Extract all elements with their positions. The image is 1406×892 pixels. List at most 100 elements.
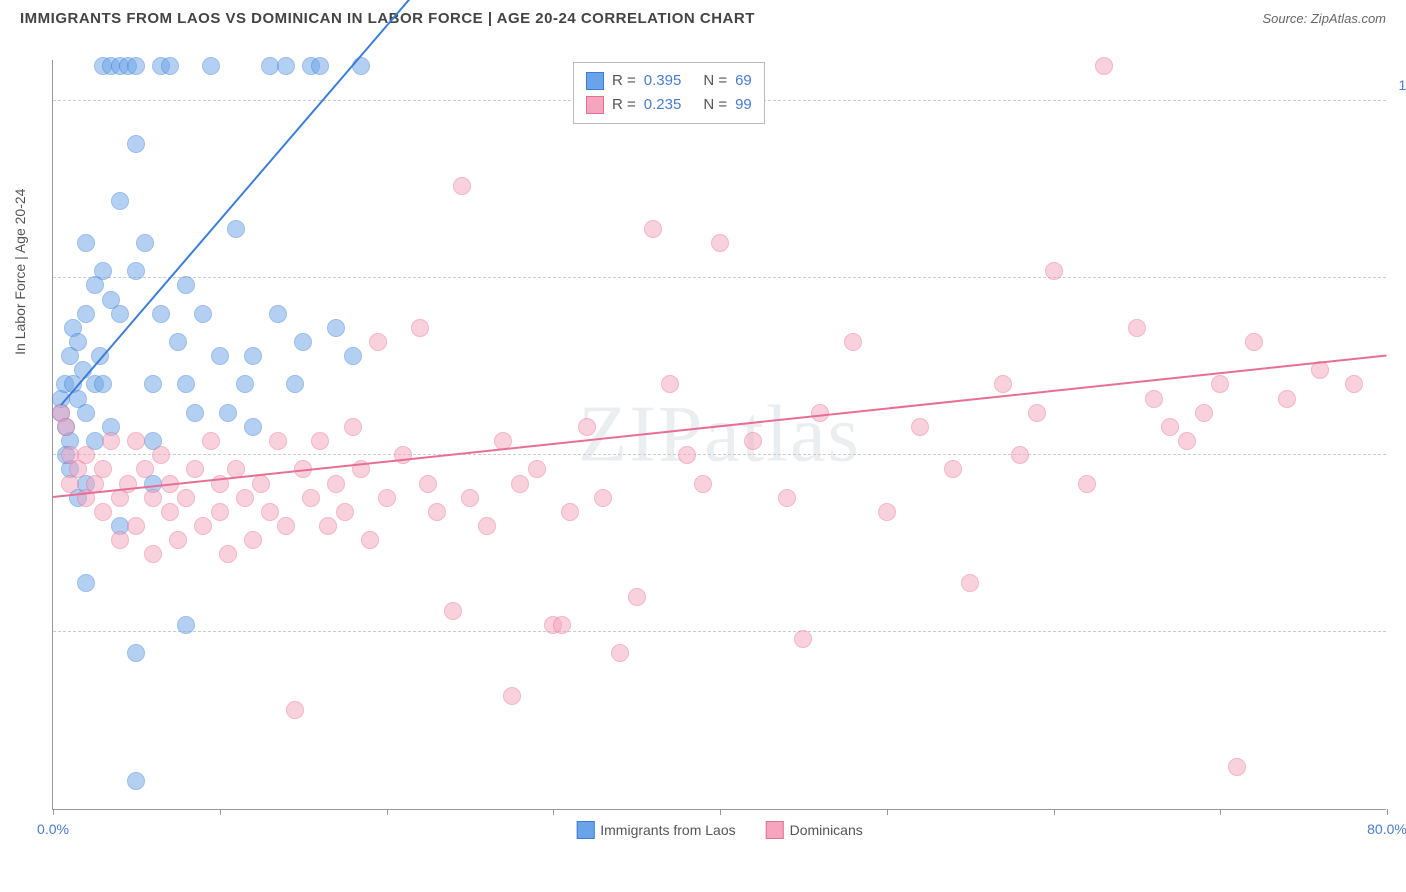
y-tick-label: 62.5% (1391, 608, 1406, 624)
data-point (1078, 475, 1096, 493)
data-point (269, 432, 287, 450)
series-legend: Immigrants from Laos Dominicans (576, 821, 863, 839)
data-point (211, 503, 229, 521)
data-point (169, 531, 187, 549)
x-tick (887, 809, 888, 815)
data-point (77, 574, 95, 592)
data-point (361, 531, 379, 549)
legend-swatch (576, 821, 594, 839)
data-point (678, 446, 696, 464)
data-point (236, 489, 254, 507)
x-tick (1220, 809, 1221, 815)
data-point (419, 475, 437, 493)
data-point (911, 418, 929, 436)
data-point (644, 220, 662, 238)
data-point (57, 418, 75, 436)
data-point (227, 220, 245, 238)
y-tick-label: 100.0% (1391, 77, 1406, 93)
data-point (1178, 432, 1196, 450)
data-point (611, 644, 629, 662)
data-point (211, 347, 229, 365)
data-point (194, 517, 212, 535)
data-point (344, 347, 362, 365)
data-point (111, 192, 129, 210)
n-label: N = (703, 69, 727, 93)
data-point (111, 531, 129, 549)
x-tick (1054, 809, 1055, 815)
data-point (1228, 758, 1246, 776)
data-point (794, 630, 812, 648)
legend-label: Dominicans (790, 822, 863, 838)
data-point (594, 489, 612, 507)
data-point (94, 460, 112, 478)
watermark-text: ZIPatlas (578, 389, 861, 480)
data-point (144, 489, 162, 507)
data-point (1045, 262, 1063, 280)
x-tick (53, 809, 54, 815)
data-point (711, 234, 729, 252)
x-tick (1387, 809, 1388, 815)
data-point (461, 489, 479, 507)
data-point (1128, 319, 1146, 337)
legend-swatch (586, 96, 604, 114)
data-point (311, 432, 329, 450)
header: IMMIGRANTS FROM LAOS VS DOMINICAN IN LAB… (0, 0, 1406, 35)
data-point (111, 305, 129, 323)
data-point (811, 404, 829, 422)
data-point (252, 475, 270, 493)
data-point (177, 276, 195, 294)
x-tick (553, 809, 554, 815)
data-point (444, 602, 462, 620)
data-point (244, 531, 262, 549)
data-point (744, 432, 762, 450)
data-point (77, 305, 95, 323)
data-point (161, 57, 179, 75)
legend-swatch (766, 821, 784, 839)
legend-item: Dominicans (766, 821, 863, 839)
data-point (127, 262, 145, 280)
data-point (127, 57, 145, 75)
data-point (844, 333, 862, 351)
data-point (144, 375, 162, 393)
data-point (503, 687, 521, 705)
data-point (269, 305, 287, 323)
data-point (628, 588, 646, 606)
data-point (369, 333, 387, 351)
data-point (286, 375, 304, 393)
data-point (77, 446, 95, 464)
gridline (53, 277, 1386, 278)
x-tick-label: 0.0% (37, 821, 69, 837)
data-point (553, 616, 571, 634)
r-label: R = (612, 93, 636, 117)
r-value: 0.395 (644, 69, 682, 93)
data-point (336, 503, 354, 521)
data-point (127, 432, 145, 450)
data-point (244, 418, 262, 436)
x-tick (387, 809, 388, 815)
data-point (1145, 390, 1163, 408)
data-point (69, 333, 87, 351)
data-point (136, 460, 154, 478)
legend-label: Immigrants from Laos (600, 822, 735, 838)
data-point (344, 418, 362, 436)
data-point (261, 57, 279, 75)
chart-plot-area: ZIPatlas 62.5%75.0%87.5%100.0%0.0%80.0%R… (52, 60, 1386, 810)
data-point (127, 644, 145, 662)
data-point (77, 404, 95, 422)
data-point (961, 574, 979, 592)
gridline (53, 631, 1386, 632)
correlation-legend: R = 0.395N = 69R = 0.235N = 99 (573, 62, 765, 124)
data-point (428, 503, 446, 521)
data-point (219, 404, 237, 422)
data-point (86, 276, 104, 294)
data-point (1278, 390, 1296, 408)
data-point (311, 57, 329, 75)
data-point (778, 489, 796, 507)
x-tick-label: 80.0% (1367, 821, 1406, 837)
data-point (194, 305, 212, 323)
y-tick-label: 87.5% (1391, 254, 1406, 270)
data-point (394, 446, 412, 464)
data-point (327, 475, 345, 493)
data-point (136, 234, 154, 252)
data-point (1161, 418, 1179, 436)
